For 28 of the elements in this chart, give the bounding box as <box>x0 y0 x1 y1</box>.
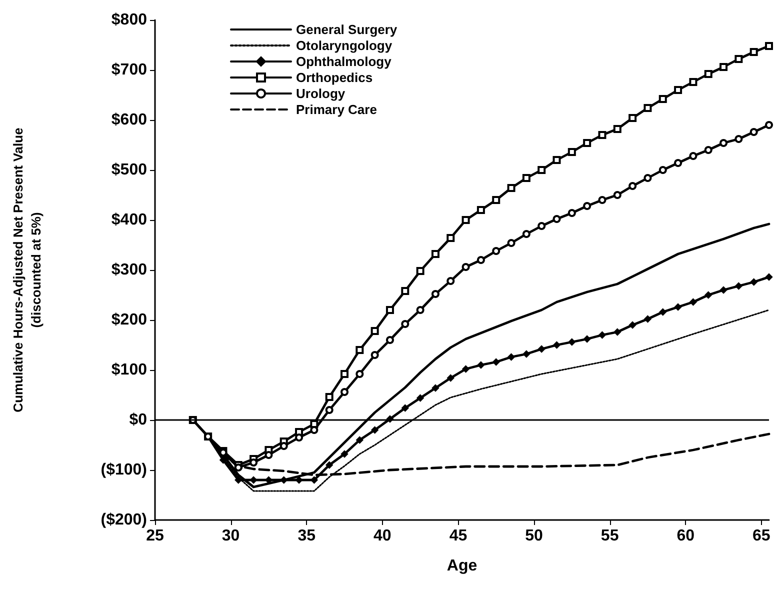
y-axis-title: Cumulative Hours-Adjusted Net Present Value (discounted at 5%) <box>10 128 44 412</box>
y-tick-label: $100 <box>111 362 148 378</box>
y-tick-label: $300 <box>111 262 148 278</box>
legend-label: Primary Care <box>296 102 377 117</box>
y-tick-label: $400 <box>111 212 148 228</box>
x-tick-label: 50 <box>525 528 544 544</box>
x-tick-label: 30 <box>222 528 240 544</box>
y-tick-label: $800 <box>111 12 148 28</box>
y-tick-label: $600 <box>111 112 148 128</box>
y-tick-label: $700 <box>111 62 148 78</box>
y-tick-label: ($200) <box>100 512 147 528</box>
x-tick-label: 60 <box>676 528 695 544</box>
x-tick-label: 45 <box>449 528 468 544</box>
legend-label: Ophthalmology <box>296 54 392 69</box>
y-tick-label: $500 <box>111 162 148 178</box>
legend-label: General Surgery <box>296 22 398 37</box>
x-tick-label: 25 <box>146 528 164 544</box>
legend-label: Orthopedics <box>296 70 373 85</box>
x-tick-label: 55 <box>600 528 619 544</box>
y-tick-label: ($100) <box>100 462 147 478</box>
x-tick-label: 65 <box>752 528 770 544</box>
x-axis-title: Age <box>446 558 478 574</box>
legend-label: Urology <box>296 86 346 101</box>
legend-label: Otolaryngology <box>296 38 393 53</box>
x-tick-label: 40 <box>374 528 392 544</box>
y-tick-label: $0 <box>129 412 148 428</box>
x-tick-label: 35 <box>298 528 316 544</box>
y-tick-label: $200 <box>111 312 148 328</box>
